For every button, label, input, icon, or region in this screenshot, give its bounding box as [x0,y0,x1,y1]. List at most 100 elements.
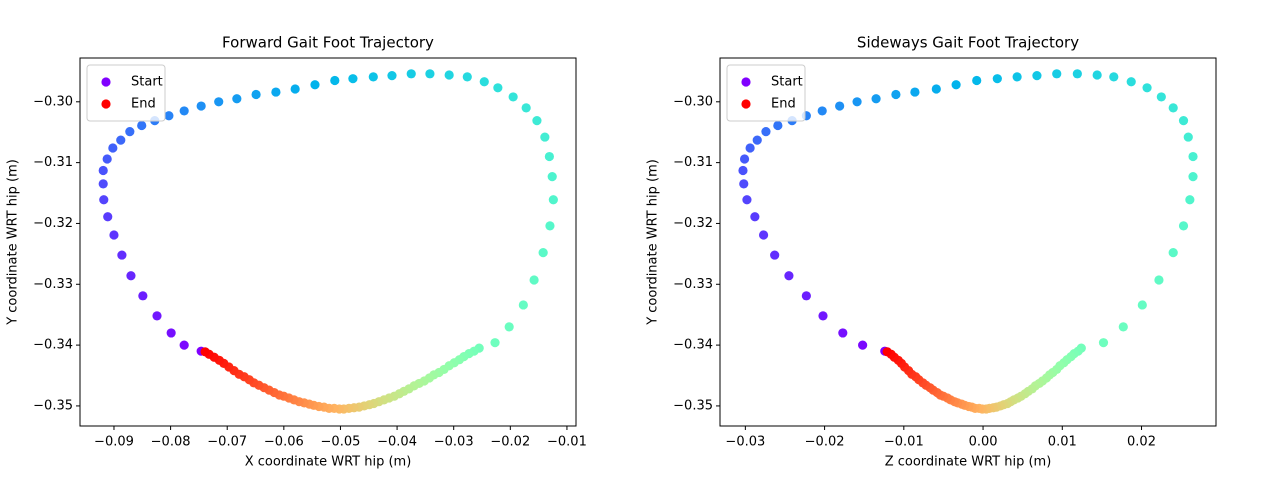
data-point [1137,300,1147,310]
legend-label: Start [131,75,163,90]
x-axis-label: Z coordinate WRT hip (m) [885,455,1052,470]
data-point [179,106,189,116]
data-point [116,135,126,145]
data-point [425,69,435,79]
data-point [1012,72,1022,82]
data-point [504,322,514,332]
data-point [166,328,176,338]
x-tick-label: −0.01 [547,435,587,450]
y-tick-label: −0.30 [673,94,713,109]
data-point [838,328,848,338]
data-point [891,89,901,100]
data-point [770,250,780,260]
data-point [548,195,558,205]
data-point [444,70,454,80]
data-point [835,101,845,111]
data-point [406,69,416,79]
y-tick-label: −0.32 [33,216,73,231]
data-point [1072,69,1082,79]
legend-marker [741,77,751,87]
y-tick-label: −0.33 [673,277,713,292]
data-point [117,250,127,260]
data-point [1188,151,1198,162]
chart-title: Sideways Gait Foot Trajectory [857,34,1079,52]
y-tick-label: −0.32 [673,216,713,231]
data-point [745,143,755,153]
data-point [138,291,148,301]
data-point [992,74,1002,84]
data-point [290,84,300,94]
data-point [529,275,539,285]
data-point [818,311,828,321]
data-point [98,179,108,189]
data-point [1183,132,1193,142]
legend-marker [741,99,751,109]
data-point [750,212,760,222]
data-point [871,94,881,104]
x-tick-label: 0.00 [969,435,998,450]
data-point [152,311,162,321]
data-point [251,89,261,100]
x-tick-label: 0.02 [1127,435,1156,450]
data-point [1154,275,1164,285]
data-point [126,271,136,281]
data-point [773,120,783,131]
data-point [1118,322,1128,332]
data-point [232,94,242,104]
x-tick-label: −0.07 [207,435,247,450]
data-point [742,195,752,205]
x-tick-label: −0.05 [321,435,361,450]
data-point [801,291,811,301]
legend-marker [101,77,111,87]
data-point [479,77,489,87]
data-point [1032,71,1042,81]
data-point [1156,92,1166,102]
data-point [1178,116,1189,126]
data-point [1052,69,1062,79]
x-tick-label: −0.04 [377,435,417,450]
data-point [1188,172,1198,182]
x-tick-label: −0.02 [490,435,530,450]
data-point [761,127,771,137]
data-point [540,132,550,142]
x-tick-label: −0.09 [94,435,134,450]
y-axis-label: Y coordinate WRT hip (m) [6,159,21,326]
data-point [882,347,892,357]
x-tick-label: −0.03 [434,435,474,450]
data-point [931,84,941,94]
data-point [490,338,500,348]
data-point [1168,103,1178,113]
data-point [368,72,378,82]
x-tick-label: 0.01 [1048,435,1077,450]
data-point [387,71,397,81]
data-point [200,347,210,357]
data-point [196,101,206,111]
x-tick-label: −0.03 [725,435,765,450]
x-tick-label: −0.08 [151,435,191,450]
data-point [108,143,118,153]
y-tick-label: −0.30 [33,94,73,109]
y-tick-label: −0.33 [33,277,73,292]
data-point [951,80,961,90]
data-point [518,300,528,310]
data-point [109,230,119,240]
data-point [98,165,108,176]
data-point [1142,83,1152,93]
x-tick-label: −0.02 [805,435,845,450]
data-point [1168,248,1178,258]
y-tick-label: −0.31 [33,155,73,170]
data-point [1098,338,1109,348]
data-point [1109,72,1119,82]
x-axis-label: X coordinate WRT hip (m) [245,455,412,470]
data-point [493,83,503,93]
y-axis-label: Y coordinate WRT hip (m) [646,159,661,326]
y-tick-label: −0.31 [673,155,713,170]
y-tick-label: −0.35 [33,398,73,413]
data-point [125,127,135,137]
y-tick-label: −0.34 [33,338,73,353]
data-point [137,120,147,131]
data-point [972,75,982,86]
data-point [1178,221,1189,231]
y-tick-label: −0.34 [673,338,713,353]
